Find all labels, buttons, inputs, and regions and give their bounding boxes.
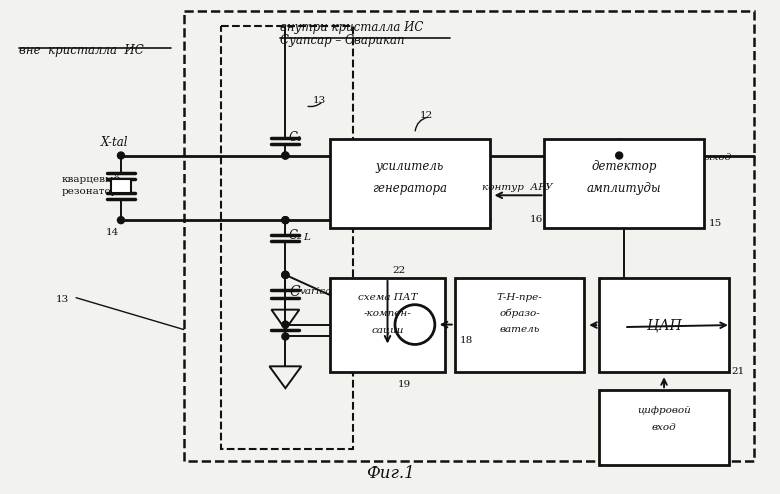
Circle shape <box>282 333 289 340</box>
Text: ватель: ватель <box>499 325 540 334</box>
Text: 16: 16 <box>530 215 543 224</box>
Text: генератора: генератора <box>372 182 448 195</box>
Text: 19: 19 <box>398 380 411 389</box>
Circle shape <box>282 152 289 159</box>
Circle shape <box>282 217 289 224</box>
Circle shape <box>615 152 622 159</box>
Text: внутри кристалла ИС: внутри кристалла ИС <box>280 21 424 34</box>
Text: усилитель: усилитель <box>376 160 444 173</box>
Text: вне  кристалла  ИС: вне кристалла ИС <box>20 44 144 57</box>
Text: схема ПАТ: схема ПАТ <box>358 293 417 302</box>
Text: C: C <box>289 285 300 299</box>
Text: детектор: детектор <box>591 160 657 173</box>
Text: 17: 17 <box>410 287 424 296</box>
Circle shape <box>282 271 289 278</box>
Text: 18: 18 <box>459 336 473 345</box>
Bar <box>184 11 753 461</box>
Circle shape <box>282 217 289 224</box>
Text: 14: 14 <box>106 228 119 237</box>
Text: 13: 13 <box>56 295 69 304</box>
Text: +: + <box>406 316 424 333</box>
Bar <box>455 278 584 372</box>
Text: вход: вход <box>651 423 676 432</box>
Text: ЦАП: ЦАП <box>647 318 682 332</box>
Text: кварцевый: кварцевый <box>61 175 120 184</box>
Text: X-tal: X-tal <box>101 136 129 149</box>
Text: 15: 15 <box>709 219 722 228</box>
Circle shape <box>282 271 289 278</box>
Bar <box>599 278 729 372</box>
Bar <box>544 139 704 228</box>
Text: Фиг.1: Фиг.1 <box>366 465 414 482</box>
Circle shape <box>118 217 125 224</box>
Bar <box>111 179 131 193</box>
Text: сации: сации <box>371 325 404 334</box>
Text: выход: выход <box>699 153 732 162</box>
Bar <box>599 390 729 465</box>
Text: Суапсар – Сварикап: Суапсар – Сварикап <box>280 34 405 47</box>
Circle shape <box>282 321 289 328</box>
Text: образо-: образо- <box>499 309 540 318</box>
Text: Т-Н-пре-: Т-Н-пре- <box>497 293 542 302</box>
Bar <box>330 278 445 372</box>
Text: -компен-: -компен- <box>363 309 411 318</box>
Bar <box>221 26 353 449</box>
Circle shape <box>282 271 289 278</box>
Circle shape <box>118 152 125 159</box>
Text: 21: 21 <box>732 368 745 376</box>
Text: L: L <box>303 233 310 242</box>
Circle shape <box>282 152 289 159</box>
Text: 12: 12 <box>420 111 433 120</box>
Bar <box>330 139 490 228</box>
Text: varicap: varicap <box>300 287 339 296</box>
Text: C₁: C₁ <box>289 131 302 144</box>
Text: цифровой: цифровой <box>637 406 691 414</box>
Text: 13: 13 <box>314 96 327 105</box>
Text: C₂: C₂ <box>289 229 302 242</box>
Text: амплитуды: амплитуды <box>587 182 661 195</box>
Text: контур  АРУ: контур АРУ <box>482 183 552 192</box>
Text: резонатор: резонатор <box>61 187 118 196</box>
Text: 22: 22 <box>392 266 406 275</box>
